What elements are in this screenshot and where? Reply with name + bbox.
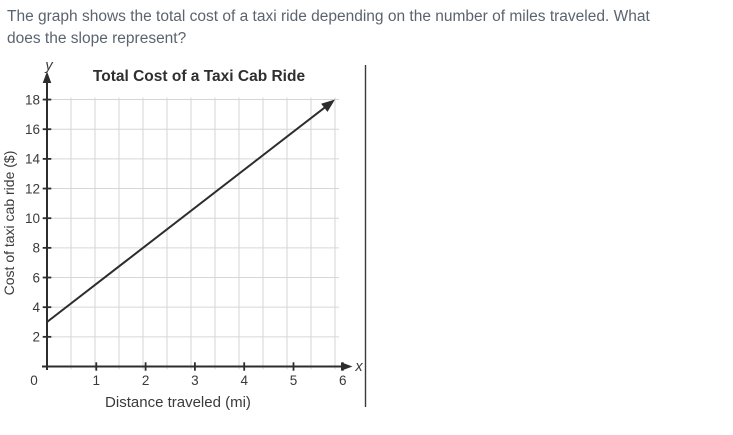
y-tick-label: 18 (25, 92, 40, 107)
cost-line (46, 105, 327, 323)
x-axis-arrow-icon (341, 362, 353, 371)
tick-marks (42, 98, 344, 371)
y-axis-label: Cost of taxi cab ride ($) (1, 151, 17, 296)
y-axis-arrow-icon (42, 71, 52, 83)
x-tick-label: 4 (240, 373, 248, 388)
x-tick-label: 2 (142, 373, 150, 388)
y-tick-label: 10 (25, 211, 40, 226)
question-line-2: does the slope represent? (7, 30, 187, 47)
gridlines (47, 97, 339, 370)
x-tick-label: 0 (30, 373, 38, 388)
x-tick-label: 5 (290, 373, 298, 388)
x-tick-label: 1 (93, 373, 101, 388)
y-tick-label: 6 (32, 270, 40, 285)
graph-figure: 2 4 6 8 10 12 14 16 18 0 1 2 3 4 5 6 Total Cost of a Tax… (0, 55, 370, 421)
axes (42, 80, 344, 370)
x-tick-label: 6 (339, 373, 347, 388)
y-tick-label: 14 (25, 152, 41, 167)
x-axis-symbol: x (354, 359, 363, 375)
y-axis-symbol: y (44, 58, 53, 74)
cost-line-arrow-icon (321, 99, 335, 112)
x-tick-label: 3 (191, 373, 199, 388)
question-line-1: The graph shows the total cost of a taxi… (7, 8, 650, 25)
y-tick-label: 8 (32, 241, 40, 256)
y-tick-label: 12 (25, 181, 40, 196)
y-tick-label: 4 (32, 300, 40, 315)
chart-title: Total Cost of a Taxi Cab Ride (93, 68, 306, 85)
question-text: The graph shows the total cost of a taxi… (7, 6, 733, 50)
x-axis-label: Distance traveled (mi) (105, 394, 251, 411)
y-tick-label: 2 (32, 330, 40, 345)
y-tick-label: 16 (25, 122, 40, 137)
